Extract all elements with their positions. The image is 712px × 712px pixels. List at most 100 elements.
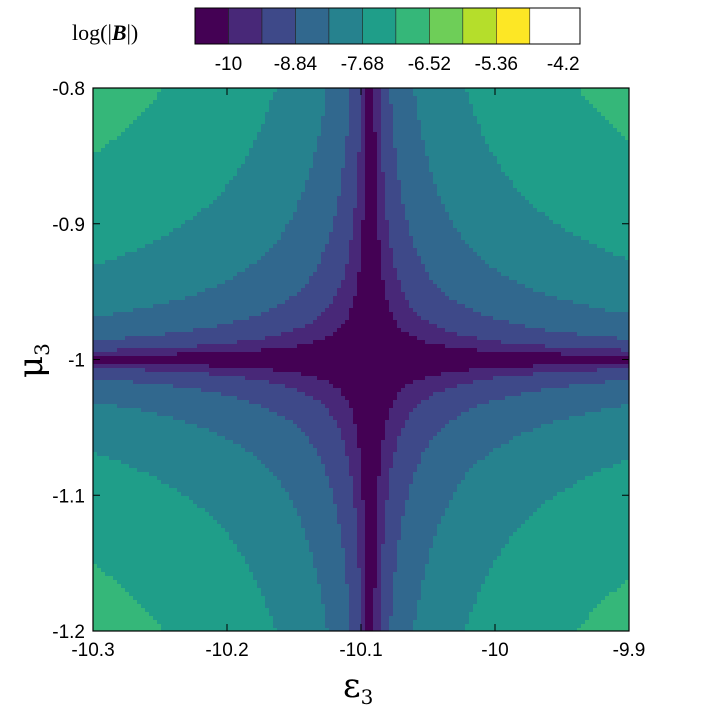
heatmap-cell [117,132,122,137]
heatmap-cell [217,204,222,209]
heatmap-cell [445,104,450,109]
heatmap-cell [177,96,182,101]
heatmap-cell [525,184,530,189]
heatmap-cell [173,140,178,145]
heatmap-cell [413,188,418,193]
heatmap-cell [621,92,626,97]
heatmap-cell [93,92,98,97]
heatmap-cell [233,104,238,109]
heatmap-cell [521,176,526,181]
heatmap-cell [241,204,246,209]
heatmap-cell [477,112,482,117]
heatmap-cell [493,232,498,237]
heatmap-cell [525,104,530,109]
heatmap-cell [133,148,138,153]
heatmap-cell [257,196,262,201]
heatmap-cell [621,228,626,233]
heatmap-cell [241,216,246,221]
heatmap-cell [181,208,186,213]
heatmap-cell [145,232,150,237]
heatmap-cell [197,120,202,125]
heatmap-cell [605,120,610,125]
heatmap-cell [237,224,242,229]
heatmap-cell [301,180,306,185]
heatmap-cell [541,108,546,113]
heatmap-cell [357,148,362,153]
heatmap-cell [405,212,410,217]
heatmap-cell [165,220,170,225]
heatmap-cell [225,156,230,161]
heatmap-cell [269,220,274,225]
heatmap-cell [253,120,258,125]
heatmap-cell [565,184,570,189]
heatmap-cell [489,128,494,133]
heatmap-cell [305,168,310,173]
heatmap-cell [113,124,118,129]
heatmap-cell [145,168,150,173]
heatmap-cell [525,88,530,93]
heatmap-cell [149,208,154,213]
heatmap-cell [537,196,542,201]
heatmap-cell [537,192,542,197]
heatmap-cell [497,232,502,237]
heatmap-cell [389,172,394,177]
heatmap-cell [105,224,110,229]
heatmap-cell [621,192,626,197]
colorbar-swatch [328,7,363,45]
heatmap-cell [213,160,218,165]
heatmap-cell [365,176,370,181]
heatmap-cell [617,124,622,129]
heatmap-cell [109,148,114,153]
heatmap-cell [417,168,422,173]
heatmap-cell [129,140,134,145]
heatmap-cell [337,216,342,221]
heatmap-cell [161,152,166,157]
heatmap-cell [401,204,406,209]
heatmap-cell [621,188,626,193]
heatmap-cell [565,108,570,113]
heatmap-cell [201,120,206,125]
heatmap-cell [221,232,226,237]
heatmap-cell [305,120,310,125]
heatmap-cell [565,104,570,109]
heatmap-cell [285,208,290,213]
heatmap-cell [277,88,282,93]
heatmap-cell [585,176,590,181]
heatmap-cell [605,200,610,205]
heatmap-cell [421,204,426,209]
heatmap-cell [173,200,178,205]
heatmap-cell [473,108,478,113]
heatmap-cell [249,116,254,121]
heatmap-cell [265,132,270,137]
heatmap-cell [361,128,366,133]
heatmap-cell [369,104,374,109]
heatmap-cell [293,112,298,117]
heatmap-cell [453,184,458,189]
heatmap-cell [481,176,486,181]
heatmap-cell [389,92,394,97]
heatmap-cell [457,216,462,221]
heatmap-cell [541,88,546,93]
heatmap-cell [561,136,566,141]
heatmap-cell [305,204,310,209]
heatmap-cell [121,156,126,161]
heatmap-cell [265,200,270,205]
heatmap-cell [237,184,242,189]
heatmap-cell [413,88,418,93]
heatmap-cell [601,128,606,133]
heatmap-cell [533,112,538,117]
heatmap-cell [345,180,350,185]
heatmap-cell [249,128,254,133]
heatmap-cell [373,168,378,173]
heatmap-cell [357,228,362,233]
heatmap-cell [109,96,114,101]
heatmap-cell [505,220,510,225]
heatmap-cell [181,224,186,229]
heatmap-cell [425,108,430,113]
heatmap-cell [549,92,554,97]
heatmap-cell [173,96,178,101]
heatmap-cell [149,236,154,241]
heatmap-cell [281,124,286,129]
heatmap-cell [609,160,614,165]
heatmap-cell [337,224,342,229]
